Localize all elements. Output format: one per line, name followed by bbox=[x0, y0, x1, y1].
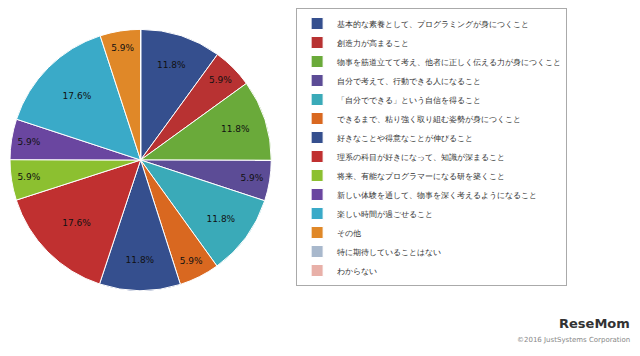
svg-text:11.8%: 11.8% bbox=[157, 60, 186, 70]
svg-text:楽しい時間が過ごせること: 楽しい時間が過ごせること bbox=[337, 210, 433, 219]
svg-text:特に期待していることはない: 特に期待していることはない bbox=[337, 248, 441, 257]
svg-text:「自分でできる」という自信を得ること: 「自分でできる」という自信を得ること bbox=[337, 96, 481, 105]
svg-text:将来、有能なプログラマーになる研を築くこと: 将来、有能なプログラマーになる研を築くこと bbox=[336, 172, 505, 181]
svg-text:17.6%: 17.6% bbox=[63, 91, 92, 101]
svg-text:理系の科目が好きになって、知識が深まること: 理系の科目が好きになって、知識が深まること bbox=[337, 153, 505, 162]
svg-text:11.8%: 11.8% bbox=[207, 214, 236, 224]
svg-text:5.9%: 5.9% bbox=[209, 75, 232, 85]
svg-text:自分で考えて、行動できる人になること: 自分で考えて、行動できる人になること bbox=[337, 77, 481, 86]
svg-text:5.9%: 5.9% bbox=[17, 172, 40, 182]
svg-text:ReseMom: ReseMom bbox=[559, 316, 630, 331]
svg-text:新しい体験を通して、物事を深く考えるようになること: 新しい体験を通して、物事を深く考えるようになること bbox=[337, 191, 537, 200]
svg-text:創造力が高まること: 創造力が高まること bbox=[337, 39, 409, 48]
svg-text:11.8%: 11.8% bbox=[126, 255, 155, 265]
svg-text:17.6%: 17.6% bbox=[62, 218, 91, 228]
svg-text:できるまで、粘り強く取り組む姿勢が身につくこと: できるまで、粘り強く取り組む姿勢が身につくこと bbox=[337, 115, 521, 124]
svg-text:5.9%: 5.9% bbox=[17, 137, 40, 147]
svg-text:物事を筋道立てて考え、他者に正しく伝える力が身につくこと: 物事を筋道立てて考え、他者に正しく伝える力が身につくこと bbox=[337, 58, 561, 67]
svg-text:好きなことや得意なことが伸びること: 好きなことや得意なことが伸びること bbox=[337, 134, 473, 143]
svg-text:5.9%: 5.9% bbox=[180, 256, 203, 266]
svg-text:©2016 JustSystems Corporation: ©2016 JustSystems Corporation bbox=[517, 336, 630, 344]
svg-text:その他: その他 bbox=[337, 229, 361, 238]
svg-text:わからない: わからない bbox=[337, 267, 377, 276]
svg-text:5.9%: 5.9% bbox=[111, 43, 134, 53]
svg-text:5.9%: 5.9% bbox=[240, 173, 263, 183]
svg-text:基本的な素養として、プログラミングが身につくこと: 基本的な素養として、プログラミングが身につくこと bbox=[337, 20, 529, 29]
svg-text:11.8%: 11.8% bbox=[221, 124, 250, 134]
